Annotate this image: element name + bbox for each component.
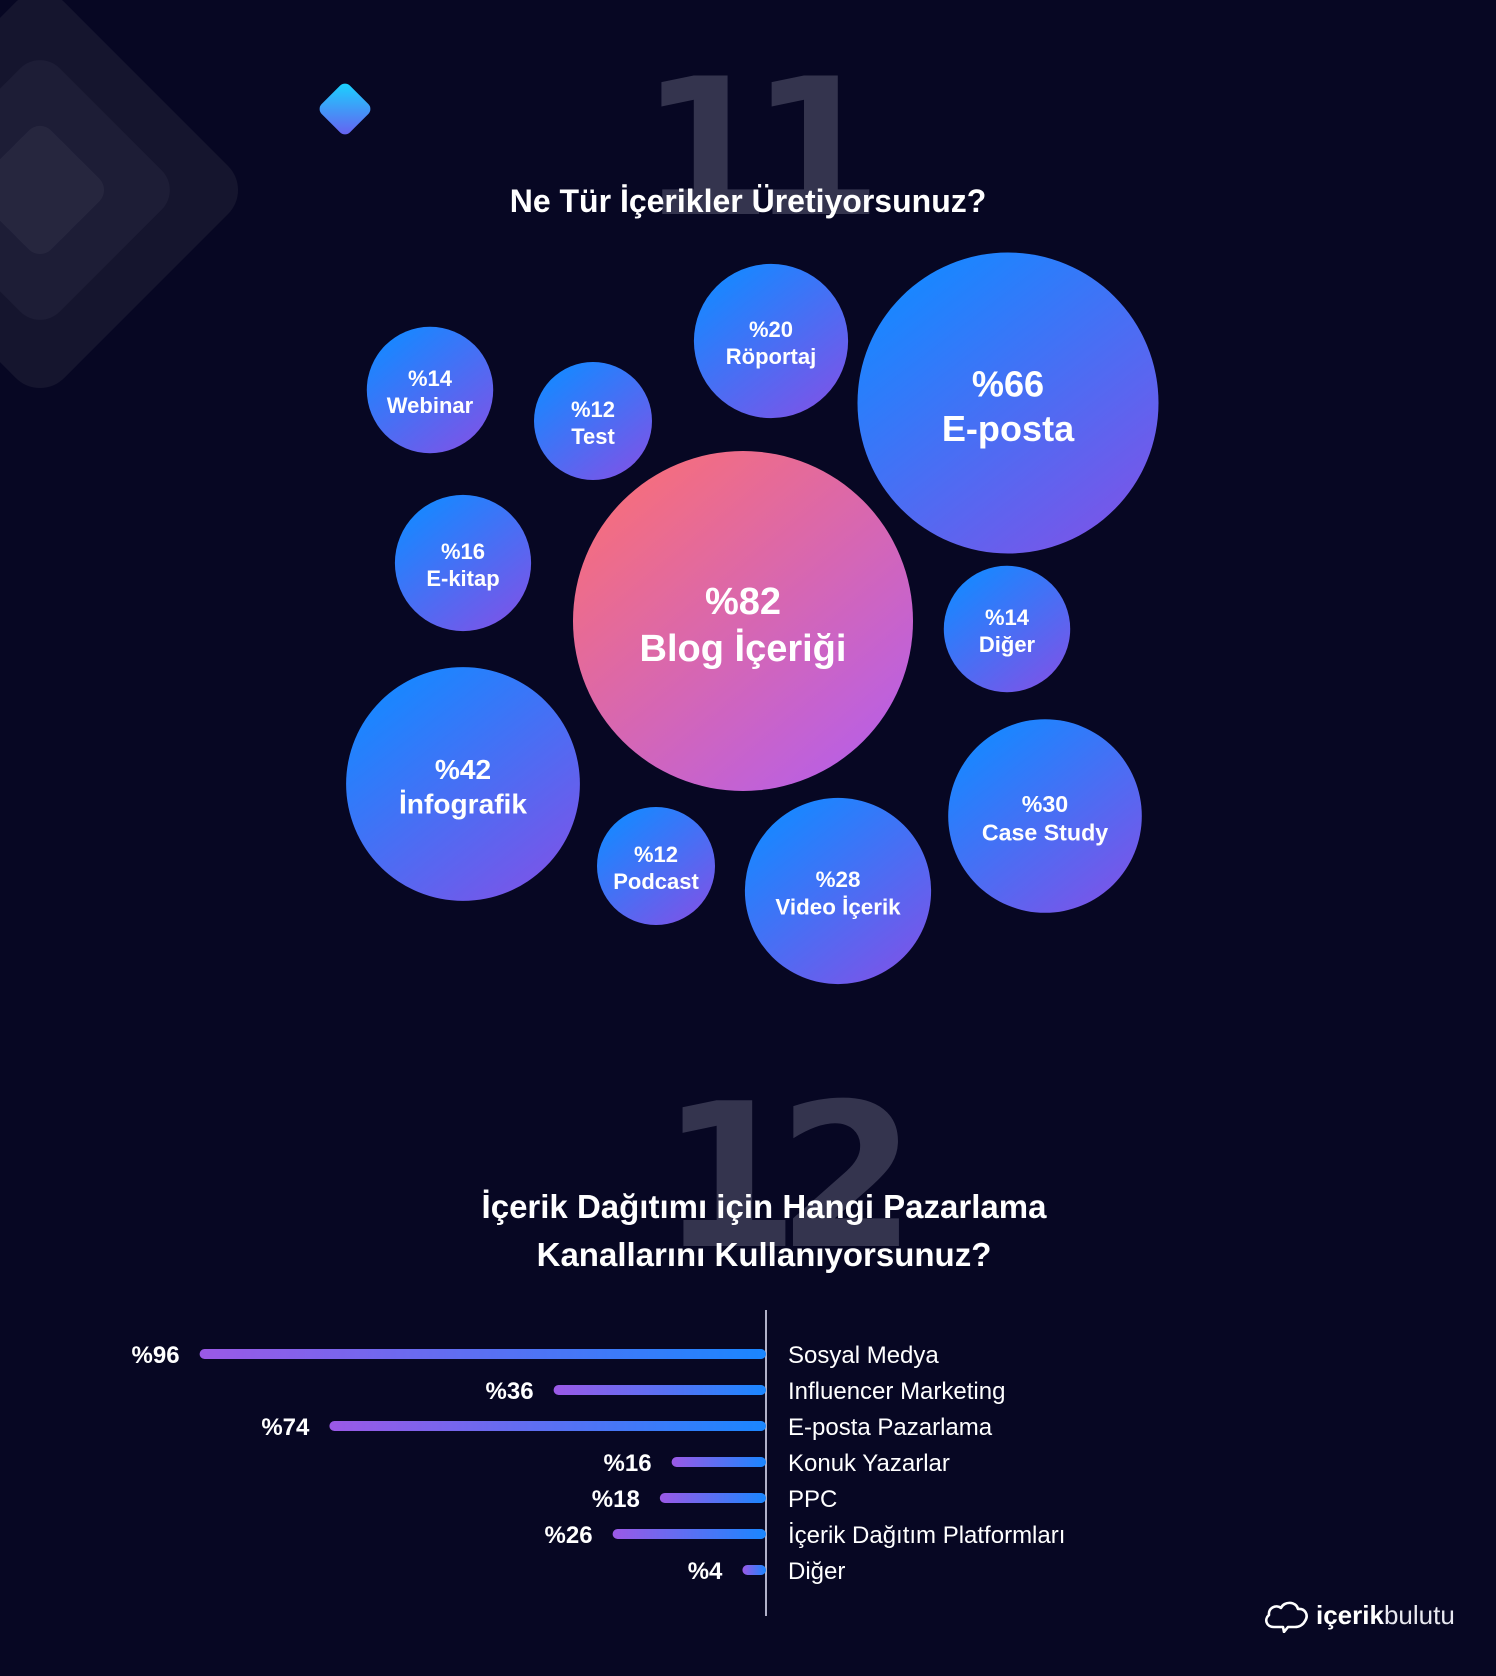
bubble-value: %20 bbox=[749, 317, 793, 342]
bar-category-label: Konuk Yazarlar bbox=[788, 1450, 950, 1477]
bubble-label: Diğer bbox=[979, 632, 1036, 657]
bar-value-label: %18 bbox=[592, 1486, 640, 1513]
bubble-label: Webinar bbox=[387, 393, 474, 418]
bar bbox=[671, 1457, 766, 1467]
bubble-label: Test bbox=[571, 424, 615, 449]
section-12-number: 12 bbox=[660, 1061, 916, 1294]
bar-row: %26 İçerik Dağıtım Platformları bbox=[545, 1522, 1066, 1549]
bubble-circle bbox=[948, 719, 1142, 913]
bubble-label: Podcast bbox=[613, 869, 699, 894]
bar-value-label: %96 bbox=[132, 1342, 180, 1369]
bubble-value: %66 bbox=[972, 364, 1044, 405]
bubble-value: %82 bbox=[705, 581, 781, 623]
brand-logo: içerikbulutu bbox=[1262, 1595, 1455, 1635]
bar bbox=[329, 1421, 766, 1431]
bar-value-label: %4 bbox=[688, 1558, 723, 1585]
bubble-value: %14 bbox=[985, 605, 1030, 630]
bubble-value: %28 bbox=[816, 867, 861, 892]
bubble-circle bbox=[597, 807, 715, 925]
section-12-title: İçerik Dağıtımı için Hangi Pazarlama Kan… bbox=[16, 1183, 1496, 1279]
bar-category-label: Influencer Marketing bbox=[788, 1378, 1005, 1405]
bubble-label: Röportaj bbox=[726, 344, 816, 369]
section-12-title-line1: İçerik Dağıtımı için Hangi Pazarlama bbox=[481, 1188, 1047, 1225]
bar-value-label: %26 bbox=[545, 1522, 593, 1549]
background-diamond-small bbox=[0, 125, 105, 255]
bar-value-label: %36 bbox=[486, 1378, 534, 1405]
cloud-icon bbox=[1264, 1601, 1308, 1633]
bubble-circle bbox=[744, 797, 932, 985]
bar-row: %36 Influencer Marketing bbox=[486, 1378, 1006, 1405]
bubble-circle bbox=[857, 252, 1159, 554]
bar-row: %4 Diğer bbox=[688, 1558, 846, 1585]
bar bbox=[612, 1529, 766, 1539]
bubble-0: %82 Blog İçeriği bbox=[573, 451, 913, 791]
bubble-circle bbox=[943, 565, 1071, 693]
bubble-label: E-posta bbox=[942, 408, 1075, 449]
bubble-circle bbox=[346, 667, 580, 901]
bar-category-label: E-posta Pazarlama bbox=[788, 1414, 993, 1441]
bubble-value: %30 bbox=[1022, 791, 1068, 817]
bar-category-label: İçerik Dağıtım Platformları bbox=[788, 1522, 1065, 1549]
bubble-circle bbox=[573, 451, 913, 791]
brand-name-bold: içerik bbox=[1316, 1599, 1384, 1630]
bubble-circle bbox=[534, 362, 652, 480]
bar-row: %16 Konuk Yazarlar bbox=[604, 1450, 950, 1477]
bar-value-label: %74 bbox=[261, 1414, 310, 1441]
bar bbox=[742, 1565, 766, 1575]
section-11-title: Ne Tür İçerikler Üretiyorsunuz? bbox=[509, 183, 987, 219]
bar bbox=[199, 1349, 767, 1359]
bubble-circle bbox=[366, 326, 494, 454]
bar bbox=[659, 1493, 766, 1503]
bubble-2: %42 İnfografik bbox=[346, 667, 580, 901]
bubble-label: İnfografik bbox=[399, 789, 527, 820]
bubble-label: Blog İçeriği bbox=[640, 628, 847, 670]
bar-row: %74 E-posta Pazarlama bbox=[261, 1414, 992, 1441]
brand-name: içerikbulutu bbox=[1316, 1600, 1455, 1631]
bubble-circle bbox=[394, 494, 532, 632]
bar-category-label: PPC bbox=[788, 1486, 837, 1513]
bar bbox=[553, 1385, 766, 1395]
bubble-value: %16 bbox=[441, 539, 485, 564]
brand-name-light: bulutu bbox=[1383, 1599, 1455, 1630]
bar-value-label: %16 bbox=[604, 1450, 652, 1477]
bar-row: %18 PPC bbox=[592, 1486, 838, 1513]
accent-diamond-icon bbox=[319, 83, 371, 135]
section-12-title-line2: Kanallarını Kullanıyorsunuz? bbox=[536, 1236, 992, 1273]
bubble-value: %12 bbox=[634, 842, 678, 867]
bubble-circle bbox=[693, 263, 849, 419]
bubble-value: %42 bbox=[435, 754, 491, 785]
bubble-value: %12 bbox=[571, 397, 615, 422]
bubble-4: %28 Video İçerik bbox=[744, 797, 932, 985]
bar-category-label: Diğer bbox=[788, 1558, 845, 1585]
bubble-label: Video İçerik bbox=[775, 895, 901, 920]
bubble-value: %14 bbox=[408, 366, 453, 391]
bubble-1: %66E-posta bbox=[857, 252, 1159, 554]
bubble-label: E-kitap bbox=[426, 566, 499, 591]
section-11-number: 11 bbox=[640, 38, 882, 259]
bubble-6: %16E-kitap bbox=[394, 494, 532, 632]
bubble-label: Case Study bbox=[982, 819, 1108, 845]
bar-category-label: Sosyal Medya bbox=[788, 1342, 939, 1369]
bar-row: %96 Sosyal Medya bbox=[132, 1342, 940, 1369]
